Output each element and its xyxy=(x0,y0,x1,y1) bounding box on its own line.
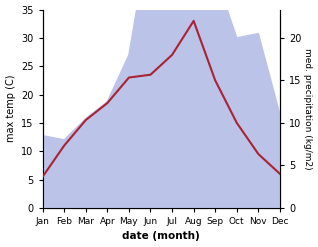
X-axis label: date (month): date (month) xyxy=(122,231,200,242)
Y-axis label: med. precipitation (kg/m2): med. precipitation (kg/m2) xyxy=(303,48,313,169)
Y-axis label: max temp (C): max temp (C) xyxy=(5,75,16,143)
